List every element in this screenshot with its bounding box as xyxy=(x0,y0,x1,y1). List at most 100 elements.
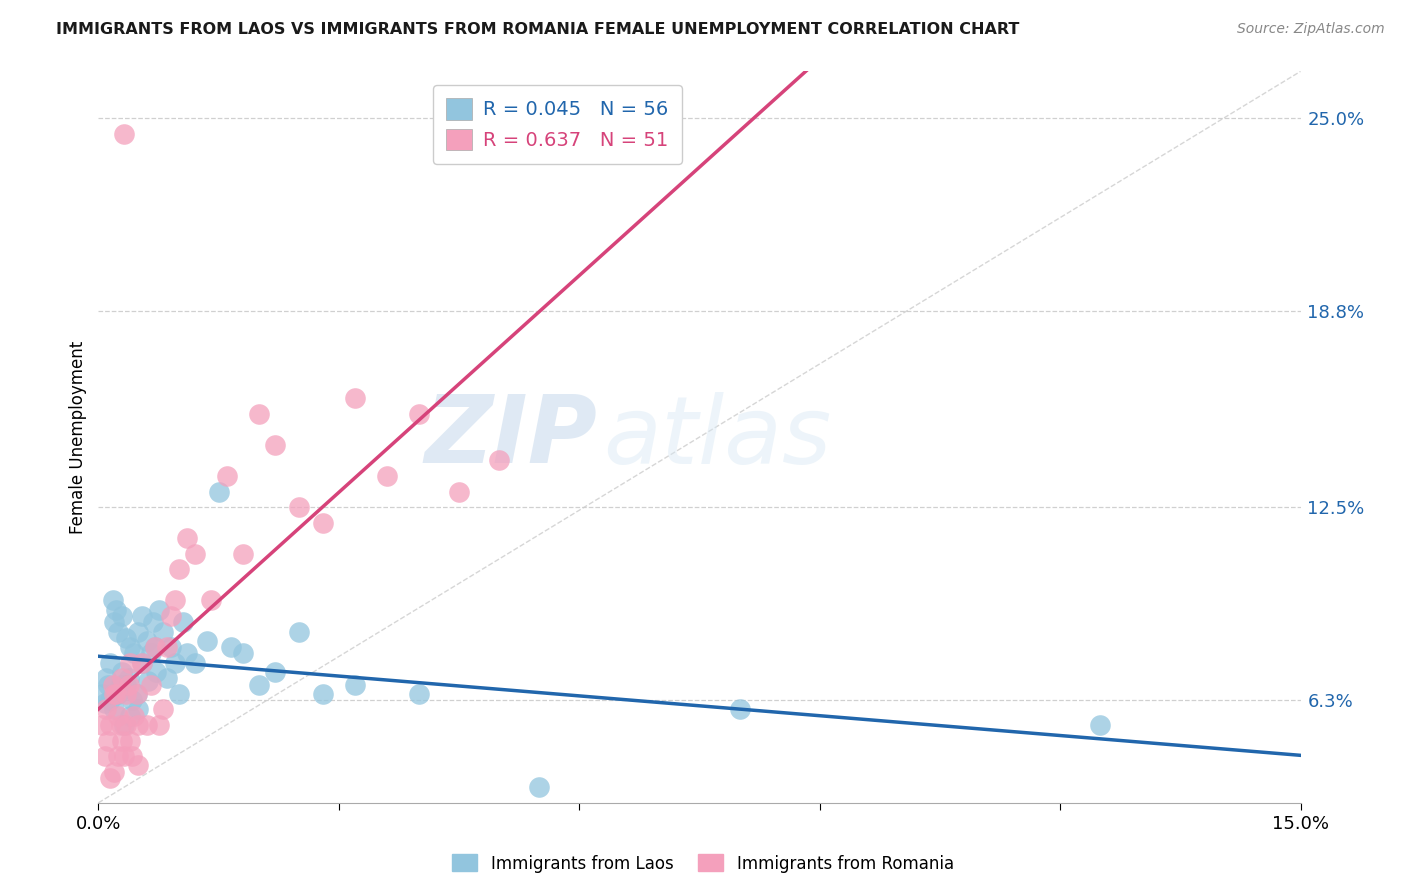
Point xyxy=(111,733,134,747)
Point xyxy=(91,718,114,732)
Point xyxy=(100,718,122,732)
Point xyxy=(155,640,177,655)
Point xyxy=(167,562,190,576)
Point xyxy=(375,469,398,483)
Point xyxy=(215,469,238,483)
Point xyxy=(125,687,148,701)
Point xyxy=(148,603,170,617)
Point xyxy=(101,677,124,691)
Point xyxy=(152,624,174,639)
Point xyxy=(112,749,135,764)
Point xyxy=(103,687,125,701)
Point xyxy=(125,687,148,701)
Point xyxy=(91,687,114,701)
Point xyxy=(94,696,117,710)
Point xyxy=(118,671,141,685)
Point xyxy=(101,593,124,607)
Text: ZIP: ZIP xyxy=(425,391,598,483)
Point xyxy=(97,677,120,691)
Point xyxy=(110,677,132,691)
Point xyxy=(94,749,117,764)
Point xyxy=(100,656,122,670)
Point xyxy=(96,671,118,685)
Point xyxy=(135,634,157,648)
Point xyxy=(343,677,366,691)
Point xyxy=(128,718,150,732)
Point xyxy=(121,749,143,764)
Point xyxy=(100,693,122,707)
Point xyxy=(136,674,159,689)
Point xyxy=(143,640,166,655)
Point xyxy=(1088,718,1111,732)
Point xyxy=(131,609,153,624)
Point xyxy=(103,764,125,779)
Point xyxy=(176,531,198,545)
Point xyxy=(232,547,254,561)
Point xyxy=(120,640,142,655)
Point xyxy=(111,665,134,679)
Legend: R = 0.045   N = 56, R = 0.637   N = 51: R = 0.045 N = 56, R = 0.637 N = 51 xyxy=(433,85,682,164)
Point xyxy=(142,615,165,630)
Point xyxy=(100,771,122,785)
Point xyxy=(112,718,135,732)
Point xyxy=(121,693,143,707)
Point xyxy=(247,407,270,421)
Point xyxy=(118,677,141,691)
Point xyxy=(139,647,162,661)
Point xyxy=(263,438,285,452)
Point xyxy=(110,718,132,732)
Point xyxy=(728,702,751,716)
Point xyxy=(128,624,150,639)
Point xyxy=(124,708,146,723)
Point xyxy=(183,656,205,670)
Point xyxy=(488,453,510,467)
Point xyxy=(111,609,134,624)
Text: IMMIGRANTS FROM LAOS VS IMMIGRANTS FROM ROMANIA FEMALE UNEMPLOYMENT CORRELATION : IMMIGRANTS FROM LAOS VS IMMIGRANTS FROM … xyxy=(56,22,1019,37)
Point xyxy=(96,702,118,716)
Text: Source: ZipAtlas.com: Source: ZipAtlas.com xyxy=(1237,22,1385,37)
Text: atlas: atlas xyxy=(603,392,831,483)
Point xyxy=(408,407,430,421)
Point xyxy=(128,702,150,716)
Point xyxy=(183,547,205,561)
Point xyxy=(159,640,181,655)
Legend: Immigrants from Laos, Immigrants from Romania: Immigrants from Laos, Immigrants from Ro… xyxy=(446,847,960,880)
Point xyxy=(107,708,129,723)
Point xyxy=(232,647,254,661)
Point xyxy=(529,780,551,795)
Point xyxy=(176,647,198,661)
Point xyxy=(105,687,128,701)
Point xyxy=(200,593,222,607)
Point xyxy=(195,634,218,648)
Point xyxy=(97,733,120,747)
Y-axis label: Female Unemployment: Female Unemployment xyxy=(69,341,87,533)
Point xyxy=(103,615,125,630)
Point xyxy=(115,687,138,701)
Point xyxy=(124,647,146,661)
Point xyxy=(288,624,311,639)
Point xyxy=(163,656,186,670)
Point xyxy=(112,127,135,141)
Point xyxy=(120,708,142,723)
Point xyxy=(263,665,285,679)
Point xyxy=(115,718,138,732)
Point xyxy=(159,609,181,624)
Point xyxy=(120,656,142,670)
Point xyxy=(288,500,311,515)
Point xyxy=(139,677,162,691)
Point xyxy=(145,665,167,679)
Point xyxy=(163,593,186,607)
Point xyxy=(105,603,128,617)
Point xyxy=(152,702,174,716)
Point xyxy=(107,749,129,764)
Point xyxy=(172,615,194,630)
Point xyxy=(148,718,170,732)
Point xyxy=(155,671,177,685)
Point xyxy=(115,677,138,691)
Point xyxy=(343,391,366,405)
Point xyxy=(128,758,150,772)
Point xyxy=(115,631,138,645)
Point xyxy=(247,677,270,691)
Point xyxy=(447,484,470,499)
Point xyxy=(131,656,153,670)
